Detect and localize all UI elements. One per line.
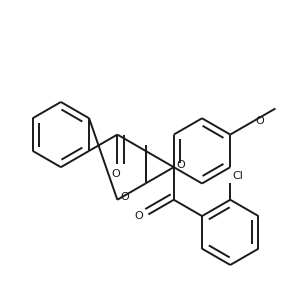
Text: O: O (255, 116, 264, 126)
Text: O: O (112, 169, 120, 179)
Text: O: O (121, 192, 129, 202)
Text: Cl: Cl (232, 171, 243, 181)
Text: O: O (135, 211, 143, 221)
Text: O: O (177, 160, 185, 170)
